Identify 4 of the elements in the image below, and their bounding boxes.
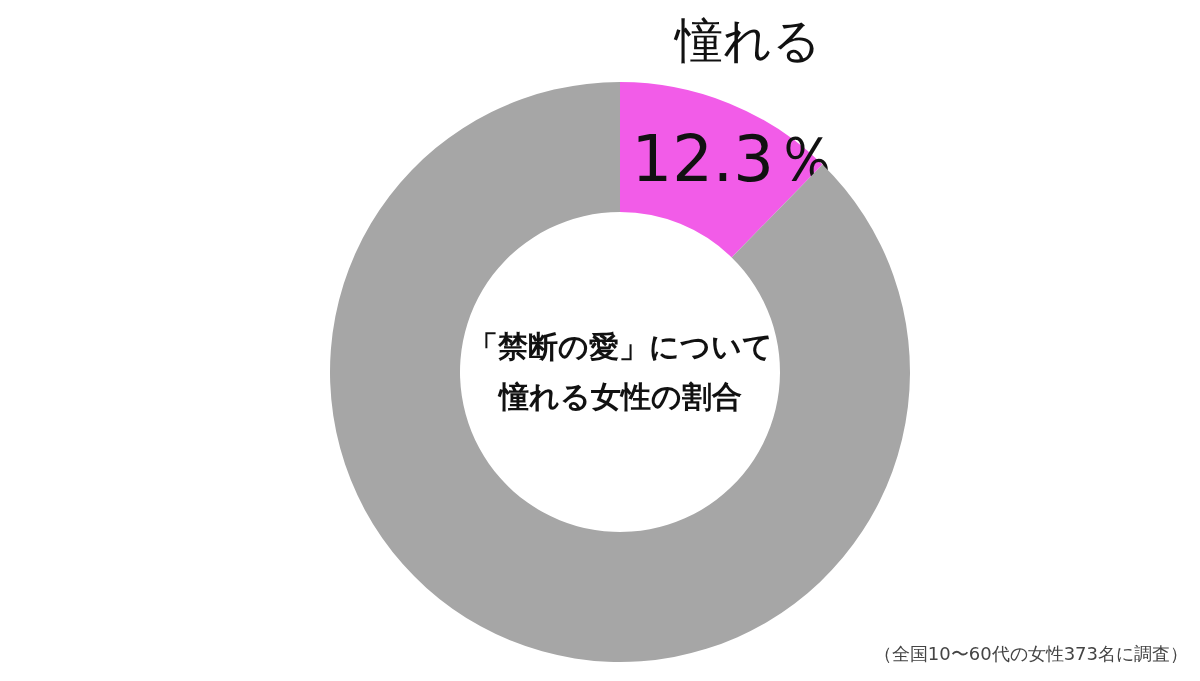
text: 「禁断の愛」について: [467, 329, 773, 364]
text: （全国10〜60代の女性373名に調査）: [873, 643, 1188, 664]
text: 憧れる女性の割合: [496, 379, 742, 414]
slice-label: 憧れる: [673, 12, 822, 69]
